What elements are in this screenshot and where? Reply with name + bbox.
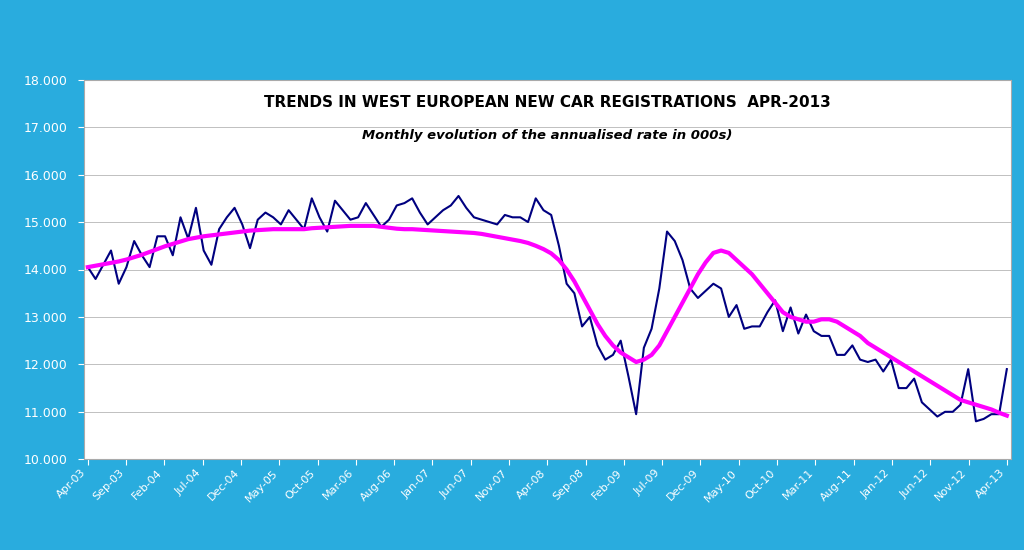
Text: Monthly evolution of the annualised rate in 000s): Monthly evolution of the annualised rate…: [362, 129, 732, 142]
Text: TRENDS IN WEST EUROPEAN NEW CAR REGISTRATIONS  APR-2013: TRENDS IN WEST EUROPEAN NEW CAR REGISTRA…: [264, 95, 830, 110]
